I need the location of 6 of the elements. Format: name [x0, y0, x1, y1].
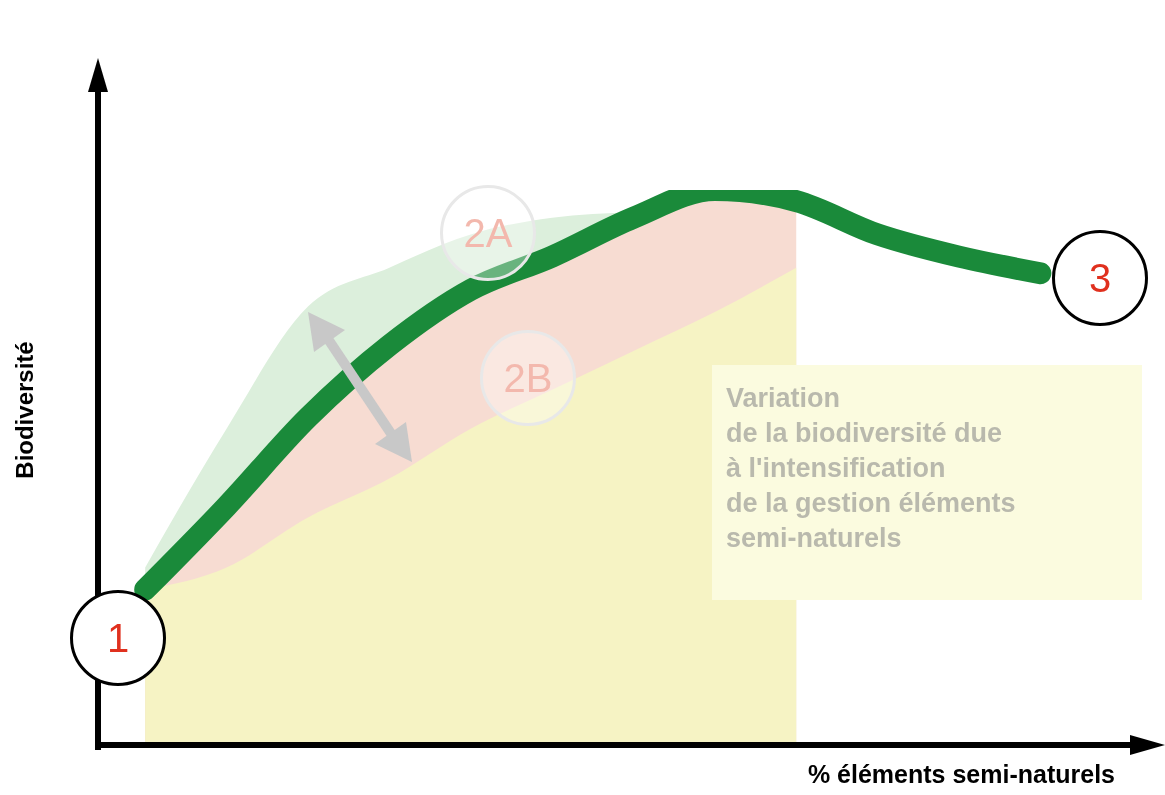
x-axis-title: % éléments semi-naturels: [807, 760, 1115, 789]
y-axis-title: Biodiversité: [11, 341, 39, 479]
annotation: 3: [1052, 230, 1148, 326]
annotation: 2A: [440, 185, 536, 281]
annotation: Variation de la biodiversité due à l'intensification de la gestion éléments semi-naturels: [726, 382, 1017, 556]
annotation: 1: [70, 590, 166, 686]
